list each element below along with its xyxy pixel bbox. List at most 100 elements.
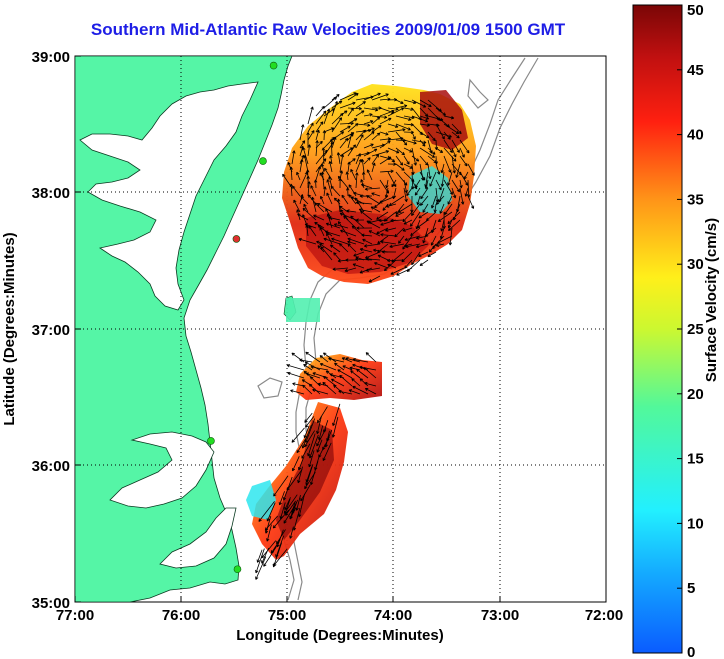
x-tick-label: 77:00 xyxy=(56,607,94,624)
current-vector-arrow-icon xyxy=(316,203,333,213)
current-vector-arrow-icon xyxy=(298,457,304,471)
current-vector-arrow-icon xyxy=(430,235,437,246)
current-vector-arrow-icon xyxy=(411,147,417,166)
current-vector-arrow-icon xyxy=(379,131,389,136)
current-vector-arrow-icon xyxy=(427,147,436,155)
station-marker-icon xyxy=(259,157,267,165)
current-vector-arrow-icon xyxy=(355,110,365,117)
current-vector-arrow-icon xyxy=(443,115,455,120)
current-vector-arrow-icon xyxy=(451,131,460,139)
current-vector-arrow-icon xyxy=(305,372,321,379)
current-vector-arrow-icon xyxy=(435,195,445,205)
current-vector-arrow-icon xyxy=(320,163,325,173)
current-vector-arrow-icon xyxy=(347,161,351,173)
current-vector-arrow-icon xyxy=(339,125,351,133)
x-axis-label: Longitude (Degrees:Minutes) xyxy=(236,627,444,644)
current-vector-arrow-icon xyxy=(415,243,429,249)
current-vector-arrow-icon xyxy=(308,434,319,459)
current-vector-arrow-icon xyxy=(387,162,397,166)
x-tick-label: 72:00 xyxy=(585,607,623,624)
map-title: Southern Mid-Atlantic Raw Velocities 200… xyxy=(90,20,566,39)
current-vector-arrow-icon xyxy=(451,179,460,193)
current-vector-arrow-icon xyxy=(403,155,410,165)
current-vector-arrows xyxy=(255,92,475,580)
current-vector-arrow-icon xyxy=(359,365,377,371)
current-vector-arrow-icon xyxy=(420,187,429,200)
current-vector-arrow-icon xyxy=(286,364,305,371)
current-vector-arrow-icon xyxy=(448,219,461,231)
current-vector-arrow-icon xyxy=(370,206,381,213)
current-vector-arrow-icon xyxy=(347,243,357,253)
current-vector-arrow-icon xyxy=(256,549,263,563)
current-vector-arrow-icon xyxy=(410,211,421,227)
current-vector-arrow-icon xyxy=(389,243,405,249)
current-vector-arrow-icon xyxy=(292,185,301,197)
current-vector-arrow-icon xyxy=(395,147,405,156)
velocity-field-south-slow xyxy=(246,480,276,520)
current-vector-arrow-icon xyxy=(332,267,349,271)
current-vector-arrow-icon xyxy=(387,258,405,263)
station-marker-icon xyxy=(207,437,215,445)
current-vector-arrow-icon xyxy=(307,122,314,133)
current-vector-arrow-icon xyxy=(443,155,452,173)
colorbar-tick-label: 20 xyxy=(687,386,704,403)
current-vector-arrow-icon xyxy=(363,143,374,149)
current-vector-arrow-icon xyxy=(371,154,380,165)
current-vector-arrow-icon xyxy=(310,185,317,197)
current-vector-arrow-icon xyxy=(427,163,432,180)
current-vector-arrow-icon xyxy=(326,192,333,205)
current-vector-arrow-icon xyxy=(402,227,413,232)
current-vector-arrow-icon xyxy=(289,183,294,197)
current-vector-arrow-icon xyxy=(395,131,408,146)
current-vector-arrow-icon xyxy=(298,493,305,518)
current-vector-arrow-icon xyxy=(444,203,453,215)
current-vector-arrow-icon xyxy=(317,245,325,253)
current-vector-arrow-icon xyxy=(312,388,329,395)
current-vector-arrow-icon xyxy=(319,355,329,363)
current-vector-arrow-icon xyxy=(411,155,420,162)
current-vector-arrow-icon xyxy=(291,502,297,515)
current-vector-arrow-icon xyxy=(433,203,437,213)
current-vector-arrow-icon xyxy=(427,131,436,142)
current-vector-arrow-icon xyxy=(339,205,349,213)
current-vector-arrow-icon xyxy=(390,218,405,223)
current-vector-arrow-icon xyxy=(387,147,400,154)
current-vector-arrow-icon xyxy=(363,107,379,112)
current-vector-arrow-icon xyxy=(378,218,389,223)
current-vector-arrow-icon xyxy=(355,153,361,165)
current-vector-arrow-icon xyxy=(339,243,349,253)
current-vector-arrow-icon xyxy=(336,152,341,165)
current-vector-arrow-icon xyxy=(315,121,324,133)
current-vector-arrow-icon xyxy=(307,106,314,125)
current-vector-arrow-icon xyxy=(347,118,358,125)
current-vector-arrow-icon xyxy=(299,140,306,149)
current-vector-arrow-icon xyxy=(301,443,311,459)
current-vector-arrow-icon xyxy=(316,416,322,435)
current-vector-arrow-icon xyxy=(350,168,357,181)
current-vector-arrow-icon xyxy=(437,235,453,244)
current-vector-arrow-icon xyxy=(292,382,305,387)
current-vector-arrow-icon xyxy=(360,179,365,189)
current-vector-arrow-icon xyxy=(447,219,453,229)
current-vector-arrow-icon xyxy=(395,155,404,166)
current-vector-arrow-icon xyxy=(323,237,341,245)
current-vector-arrow-icon xyxy=(371,150,389,157)
current-vector-arrow-icon xyxy=(451,123,462,135)
current-vector-arrow-icon xyxy=(315,110,327,125)
current-vector-arrow-icon xyxy=(395,104,408,109)
current-vector-arrow-icon xyxy=(371,93,389,101)
current-vector-arrow-icon xyxy=(467,163,475,176)
current-vector-arrow-icon xyxy=(272,542,283,568)
current-vector-arrow-icon xyxy=(429,171,437,187)
current-vector-arrow-icon xyxy=(368,230,381,237)
current-vector-arrow-icon xyxy=(368,275,381,283)
current-vector-arrow-icon xyxy=(355,123,371,127)
current-vector-arrow-icon xyxy=(345,258,357,262)
current-vector-arrow-icon xyxy=(447,195,453,205)
current-vector-arrow-icon xyxy=(419,171,426,181)
current-vector-arrow-icon xyxy=(371,132,381,141)
current-vector-arrow-icon xyxy=(287,371,305,379)
current-vector-arrow-icon xyxy=(330,185,341,197)
current-vector-arrow-icon xyxy=(317,224,333,237)
chesapeake-bay xyxy=(79,81,259,311)
